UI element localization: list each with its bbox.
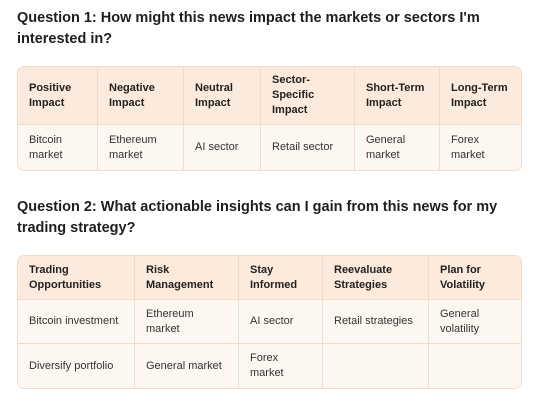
column-header-neutral-impact: Neutral Impact [184,67,261,125]
table-cell: General market [355,125,440,170]
table-row: Bitcoin market Ethereum market AI sector… [18,125,521,170]
table-header-row: Positive Impact Negative Impact Neutral … [18,67,521,125]
table-cell: Ethereum market [98,125,184,170]
table-cell: AI sector [184,125,261,170]
table-cell-empty [323,344,429,388]
table-cell: Retail strategies [323,300,429,344]
table-cell: Ethereum market [135,300,239,344]
table-row: Bitcoin investment Ethereum market AI se… [18,300,521,344]
question-1-heading: Question 1: How might this news impact t… [17,10,480,47]
question-2-heading: Question 2: What actionable insights can… [17,199,498,236]
column-header-positive-impact: Positive Impact [18,67,98,125]
table-cell: Retail sector [261,125,355,170]
impact-table: Positive Impact Negative Impact Neutral … [17,66,522,171]
column-header-plan-for-volatility: Plan for Volatility [429,256,521,300]
table-cell: General volatility [429,300,521,344]
column-header-stay-informed: Stay Informed [239,256,323,300]
table-header-row: Trading Opportunities Risk Management St… [18,256,521,300]
table-cell: Bitcoin investment [18,300,135,344]
insights-table: Trading Opportunities Risk Management St… [17,255,522,389]
column-header-reevaluate-strategies: Reevaluate Strategies [323,256,429,300]
table-cell: AI sector [239,300,323,344]
table-cell-empty [429,344,521,388]
table-cell: Bitcoin market [18,125,98,170]
table-cell: Diversify portfolio [18,344,135,388]
table-cell: Forex market [239,344,323,388]
column-header-negative-impact: Negative Impact [98,67,184,125]
column-header-sector-specific-impact: Sector-Specific Impact [261,67,355,125]
table-row: Diversify portfolio General market Forex… [18,344,521,388]
column-header-short-term-impact: Short-Term Impact [355,67,440,125]
table-cell: General market [135,344,239,388]
column-header-long-term-impact: Long-Term Impact [440,67,521,125]
table-cell: Forex market [440,125,521,170]
column-header-trading-opportunities: Trading Opportunities [18,256,135,300]
column-header-risk-management: Risk Management [135,256,239,300]
